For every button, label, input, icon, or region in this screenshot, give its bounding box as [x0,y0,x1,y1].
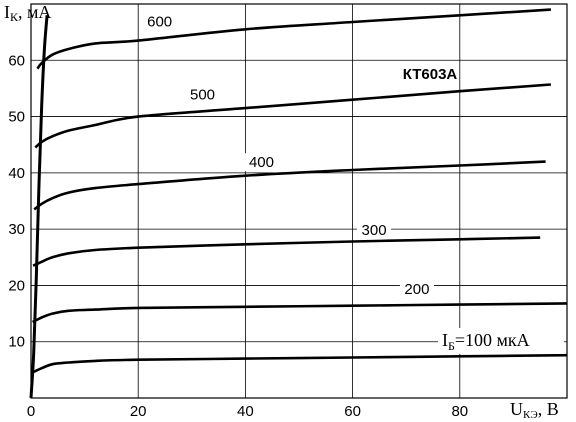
series-line-ib-200 [32,302,568,324]
curve-label-bg-200 [399,279,434,298]
base-current-label: IБ=100 мкА [442,330,530,353]
y-tick-label-40: 40 [8,165,25,182]
x-axis-label-unit: , В [538,399,559,419]
x-axis-label-sub: КЭ [523,409,538,421]
x-tick-label-80: 80 [451,403,468,420]
curve-labels: 600 500 400 300 200 [142,12,564,354]
base-current-label-bg [438,328,564,354]
x-tick-label-60: 60 [344,403,361,420]
series-line-ib-600 [36,8,551,70]
y-axis-label-sub: К [10,10,19,24]
curve-label-bg-600 [142,12,177,31]
y-axis-label-unit: , мА [18,2,51,22]
curve-label-500: 500 [190,87,215,104]
y-tick-label-10: 10 [8,334,25,351]
series-line-ib-400 [33,160,546,211]
x-axis-label: UКЭ, В [510,399,559,421]
y-tick-label-60: 60 [8,52,25,69]
series-line-ib-100 [31,353,568,374]
curve-label-bg-500 [185,85,220,104]
y-axis-label: IК, мА [4,2,51,24]
plot-frame [30,3,568,399]
chart-title: КТ603А [403,66,458,83]
saturation-line [29,15,49,399]
x-axis-label-main: U [510,399,523,419]
series-curves [29,8,568,399]
tick-labels: 0 20 40 60 80 10 20 30 40 50 60 [8,52,468,420]
grid [31,4,567,398]
series-line-ib-300 [32,236,541,267]
base-current-label-sub: Б [448,339,455,353]
curve-label-600: 600 [147,14,172,31]
curve-label-300: 300 [362,222,387,239]
x-tick-label-20: 20 [130,403,147,420]
curve-label-400: 400 [249,154,274,171]
y-axis-label-main: I [4,2,10,22]
curve-label-bg-400 [244,153,279,172]
x-tick-label-0: 0 [27,403,35,420]
curve-label-bg-300 [357,220,392,239]
x-tick-label-40: 40 [237,403,254,420]
axes [30,3,568,399]
y-tick-label-50: 50 [8,109,25,126]
y-tick-label-20: 20 [8,277,25,294]
y-tick-label-30: 30 [8,221,25,238]
base-current-label-main: I [442,330,448,350]
base-current-label-value: =100 мкА [455,330,530,350]
curve-label-200: 200 [404,281,429,298]
series-line-ib-500 [34,83,551,149]
